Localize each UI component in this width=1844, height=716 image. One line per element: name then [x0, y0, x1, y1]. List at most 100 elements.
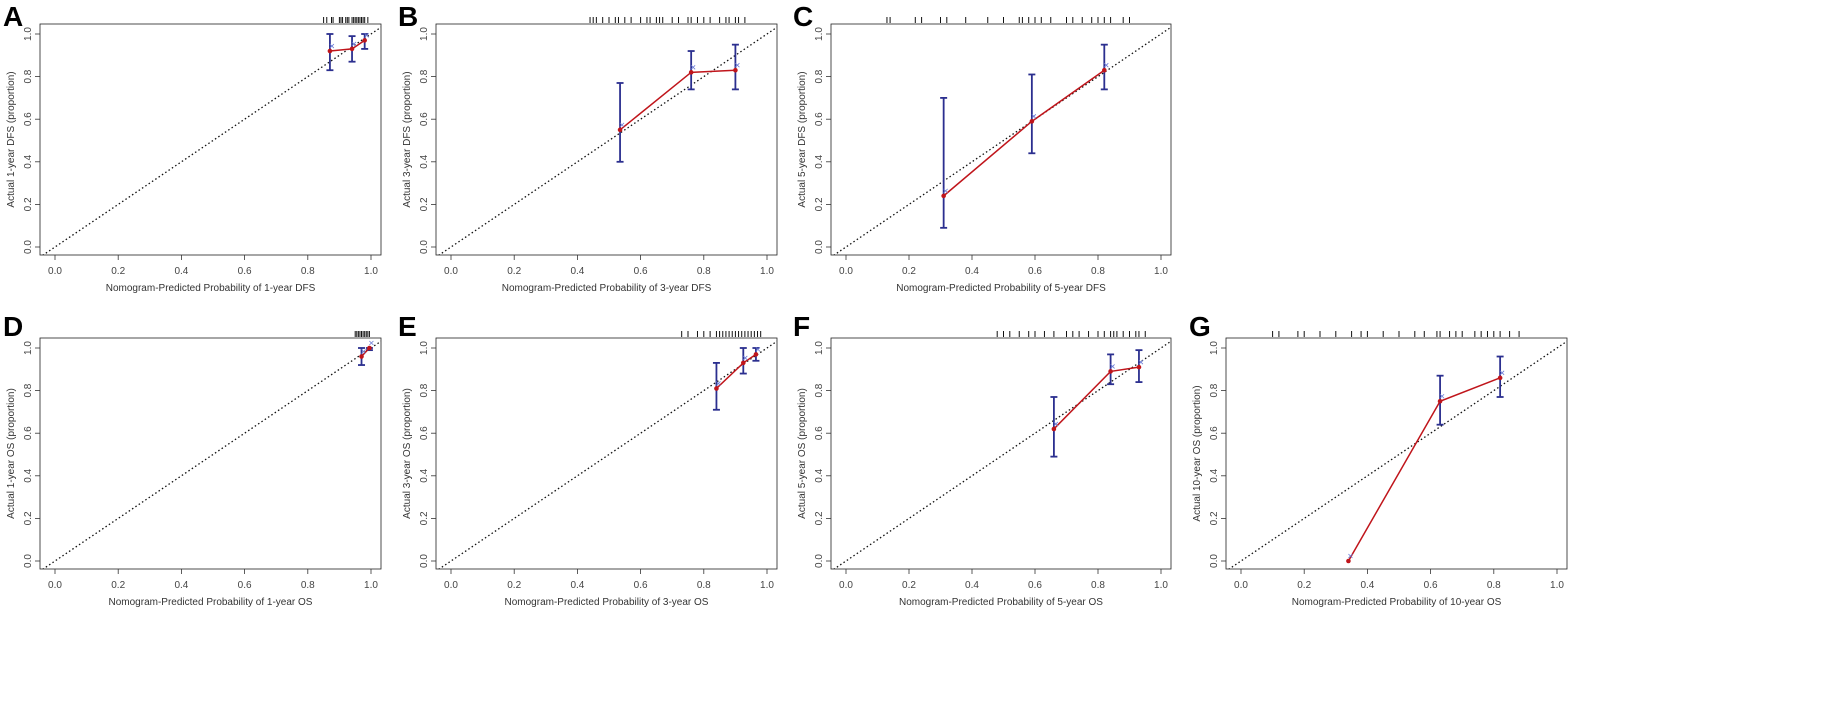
y-tick-label: 0.8: [1209, 383, 1220, 397]
x-tick-label: 0.4: [174, 580, 188, 591]
y-axis-title: Actual 5-year DFS (proportion): [797, 71, 808, 207]
panel-letter: E: [398, 311, 417, 342]
bias-corrected-marker: [364, 33, 369, 38]
bias-corrected-marker: [361, 349, 366, 354]
x-tick-label: 0.6: [1028, 580, 1042, 591]
y-tick-label: 0.6: [1209, 426, 1220, 440]
panel-letter: G: [1189, 311, 1211, 342]
panel-letter: C: [793, 1, 813, 32]
x-tick-label: 0.8: [1091, 580, 1105, 591]
bias-corrected-marker: [1053, 421, 1059, 427]
x-tick-label: 0.2: [902, 580, 916, 591]
x-tick-label: 0.6: [634, 266, 648, 277]
ideal-line: [833, 340, 1171, 569]
calibration-point: [1437, 398, 1443, 404]
y-tick-label: 0.4: [23, 154, 34, 168]
panel-letter: A: [3, 1, 23, 32]
panel-c: C 0.0 0.2 0.4 0.6 0.8 1.0 0.0 0.2 0.4 0.6 0.8 1.0 Nom…: [793, 1, 1172, 294]
y-tick-label: 0.2: [814, 197, 825, 211]
bias-corrected-marker: [743, 355, 748, 361]
panel-letter: B: [398, 1, 418, 32]
bias-corrected-marker: [329, 43, 335, 49]
y-tick-label: 0.4: [419, 154, 430, 168]
y-axis-title: Actual 10-year OS (proportion): [1192, 385, 1203, 521]
y-tick-label: 0.0: [814, 240, 825, 254]
calibration-point: [1108, 369, 1113, 374]
ideal-line: [437, 26, 777, 255]
bias-corrected-marker: [716, 381, 721, 386]
y-tick-label: 0.8: [23, 69, 34, 83]
panel-d: D 0.0 0.2 0.4 0.6 0.8 1.0 0.0 0.2 0.4 0.6 0.8 1.0 Nom…: [3, 311, 382, 608]
y-tick-label: 0.0: [1209, 554, 1220, 568]
x-tick-label: 1.0: [364, 580, 378, 591]
bias-corrected-marker: [1031, 114, 1037, 119]
panel-b: B 0.0 0.2 0.4 0.6 0.8 1.0 0.0 0.2 0.4 0.6 0.8 1.0 Nom…: [398, 1, 778, 294]
calibration-point: [941, 193, 946, 199]
bias-corrected-marker: [369, 340, 374, 346]
y-tick-label: 0.0: [23, 554, 34, 568]
ideal-line: [1227, 340, 1567, 569]
y-tick-label: 0.4: [1209, 468, 1220, 482]
y-tick-label: 0.6: [814, 426, 825, 440]
y-tick-label: 0.4: [23, 468, 34, 482]
y-tick-label: 0.8: [23, 383, 34, 397]
panel-g: G 0.0 0.2 0.4 0.6 0.8 1.0 0.0 0.2 0.4 0.6 0.8 1.0 Nom…: [1189, 311, 1568, 608]
y-tick-label: 0.6: [419, 112, 430, 126]
plot-frame: [39, 337, 382, 570]
x-axis-title: Nomogram-Predicted Probability of 3-year…: [502, 283, 712, 294]
calibration-point: [362, 38, 367, 43]
y-tick-label: 1.0: [419, 341, 430, 355]
y-tick-label: 0.8: [419, 383, 430, 397]
x-tick-label: 0.2: [902, 266, 916, 277]
x-axis-title: Nomogram-Predicted Probability of 5-year…: [896, 283, 1106, 294]
calibration-point: [367, 345, 372, 351]
calibration-line: [715, 353, 757, 390]
x-tick-label: 0.6: [238, 580, 252, 591]
calibration-point: [733, 67, 738, 73]
x-tick-label: 0.0: [444, 266, 458, 277]
y-tick-label: 1.0: [419, 27, 430, 41]
x-tick-label: 0.8: [1487, 580, 1501, 591]
x-tick-label: 0.6: [238, 266, 252, 277]
x-tick-label: 0.2: [1297, 580, 1311, 591]
x-tick-label: 0.6: [1424, 580, 1438, 591]
calibration-point: [688, 70, 694, 75]
y-tick-label: 0.6: [814, 112, 825, 126]
plot-frame: [1225, 337, 1568, 570]
bias-corrected-marker: [943, 188, 948, 194]
y-tick-label: 0.2: [419, 511, 430, 525]
x-tick-label: 0.0: [48, 580, 62, 591]
plot-frame: [830, 23, 1172, 256]
y-tick-label: 1.0: [1209, 341, 1220, 355]
y-tick-label: 0.2: [23, 197, 34, 211]
panel-e: E 0.0 0.2 0.4 0.6 0.8 1.0 0.0 0.2 0.4 0.6 0.8 1.0 Nom…: [398, 311, 778, 608]
bias-corrected-marker: [1348, 553, 1353, 559]
ideal-line: [41, 340, 381, 569]
x-axis-title: Nomogram-Predicted Probability of 3-year…: [505, 597, 709, 608]
bias-corrected-marker: [1499, 370, 1505, 376]
bias-corrected-marker: [1439, 393, 1445, 399]
calibration-point: [1102, 67, 1107, 73]
y-tick-label: 1.0: [23, 27, 34, 41]
y-tick-label: 0.6: [23, 112, 34, 126]
calibration-point: [359, 354, 364, 359]
x-tick-label: 0.8: [697, 580, 711, 591]
x-axis-title: Nomogram-Predicted Probability of 5-year…: [899, 597, 1103, 608]
y-axis-title: Actual 1-year OS (proportion): [6, 388, 17, 519]
y-tick-label: 1.0: [23, 341, 34, 355]
bias-corrected-marker: [690, 65, 696, 70]
y-tick-label: 0.0: [814, 554, 825, 568]
bias-corrected-marker: [735, 62, 740, 68]
x-tick-label: 0.8: [697, 266, 711, 277]
calibration-point: [1346, 558, 1351, 564]
calibration-line: [329, 39, 366, 52]
y-tick-label: 0.0: [419, 240, 430, 254]
y-tick-label: 1.0: [814, 341, 825, 355]
y-tick-label: 0.8: [419, 69, 430, 83]
x-tick-label: 0.0: [48, 266, 62, 277]
calibration-point: [741, 360, 746, 366]
x-tick-label: 0.8: [301, 266, 315, 277]
x-tick-label: 0.0: [1234, 580, 1248, 591]
y-tick-label: 0.0: [23, 240, 34, 254]
